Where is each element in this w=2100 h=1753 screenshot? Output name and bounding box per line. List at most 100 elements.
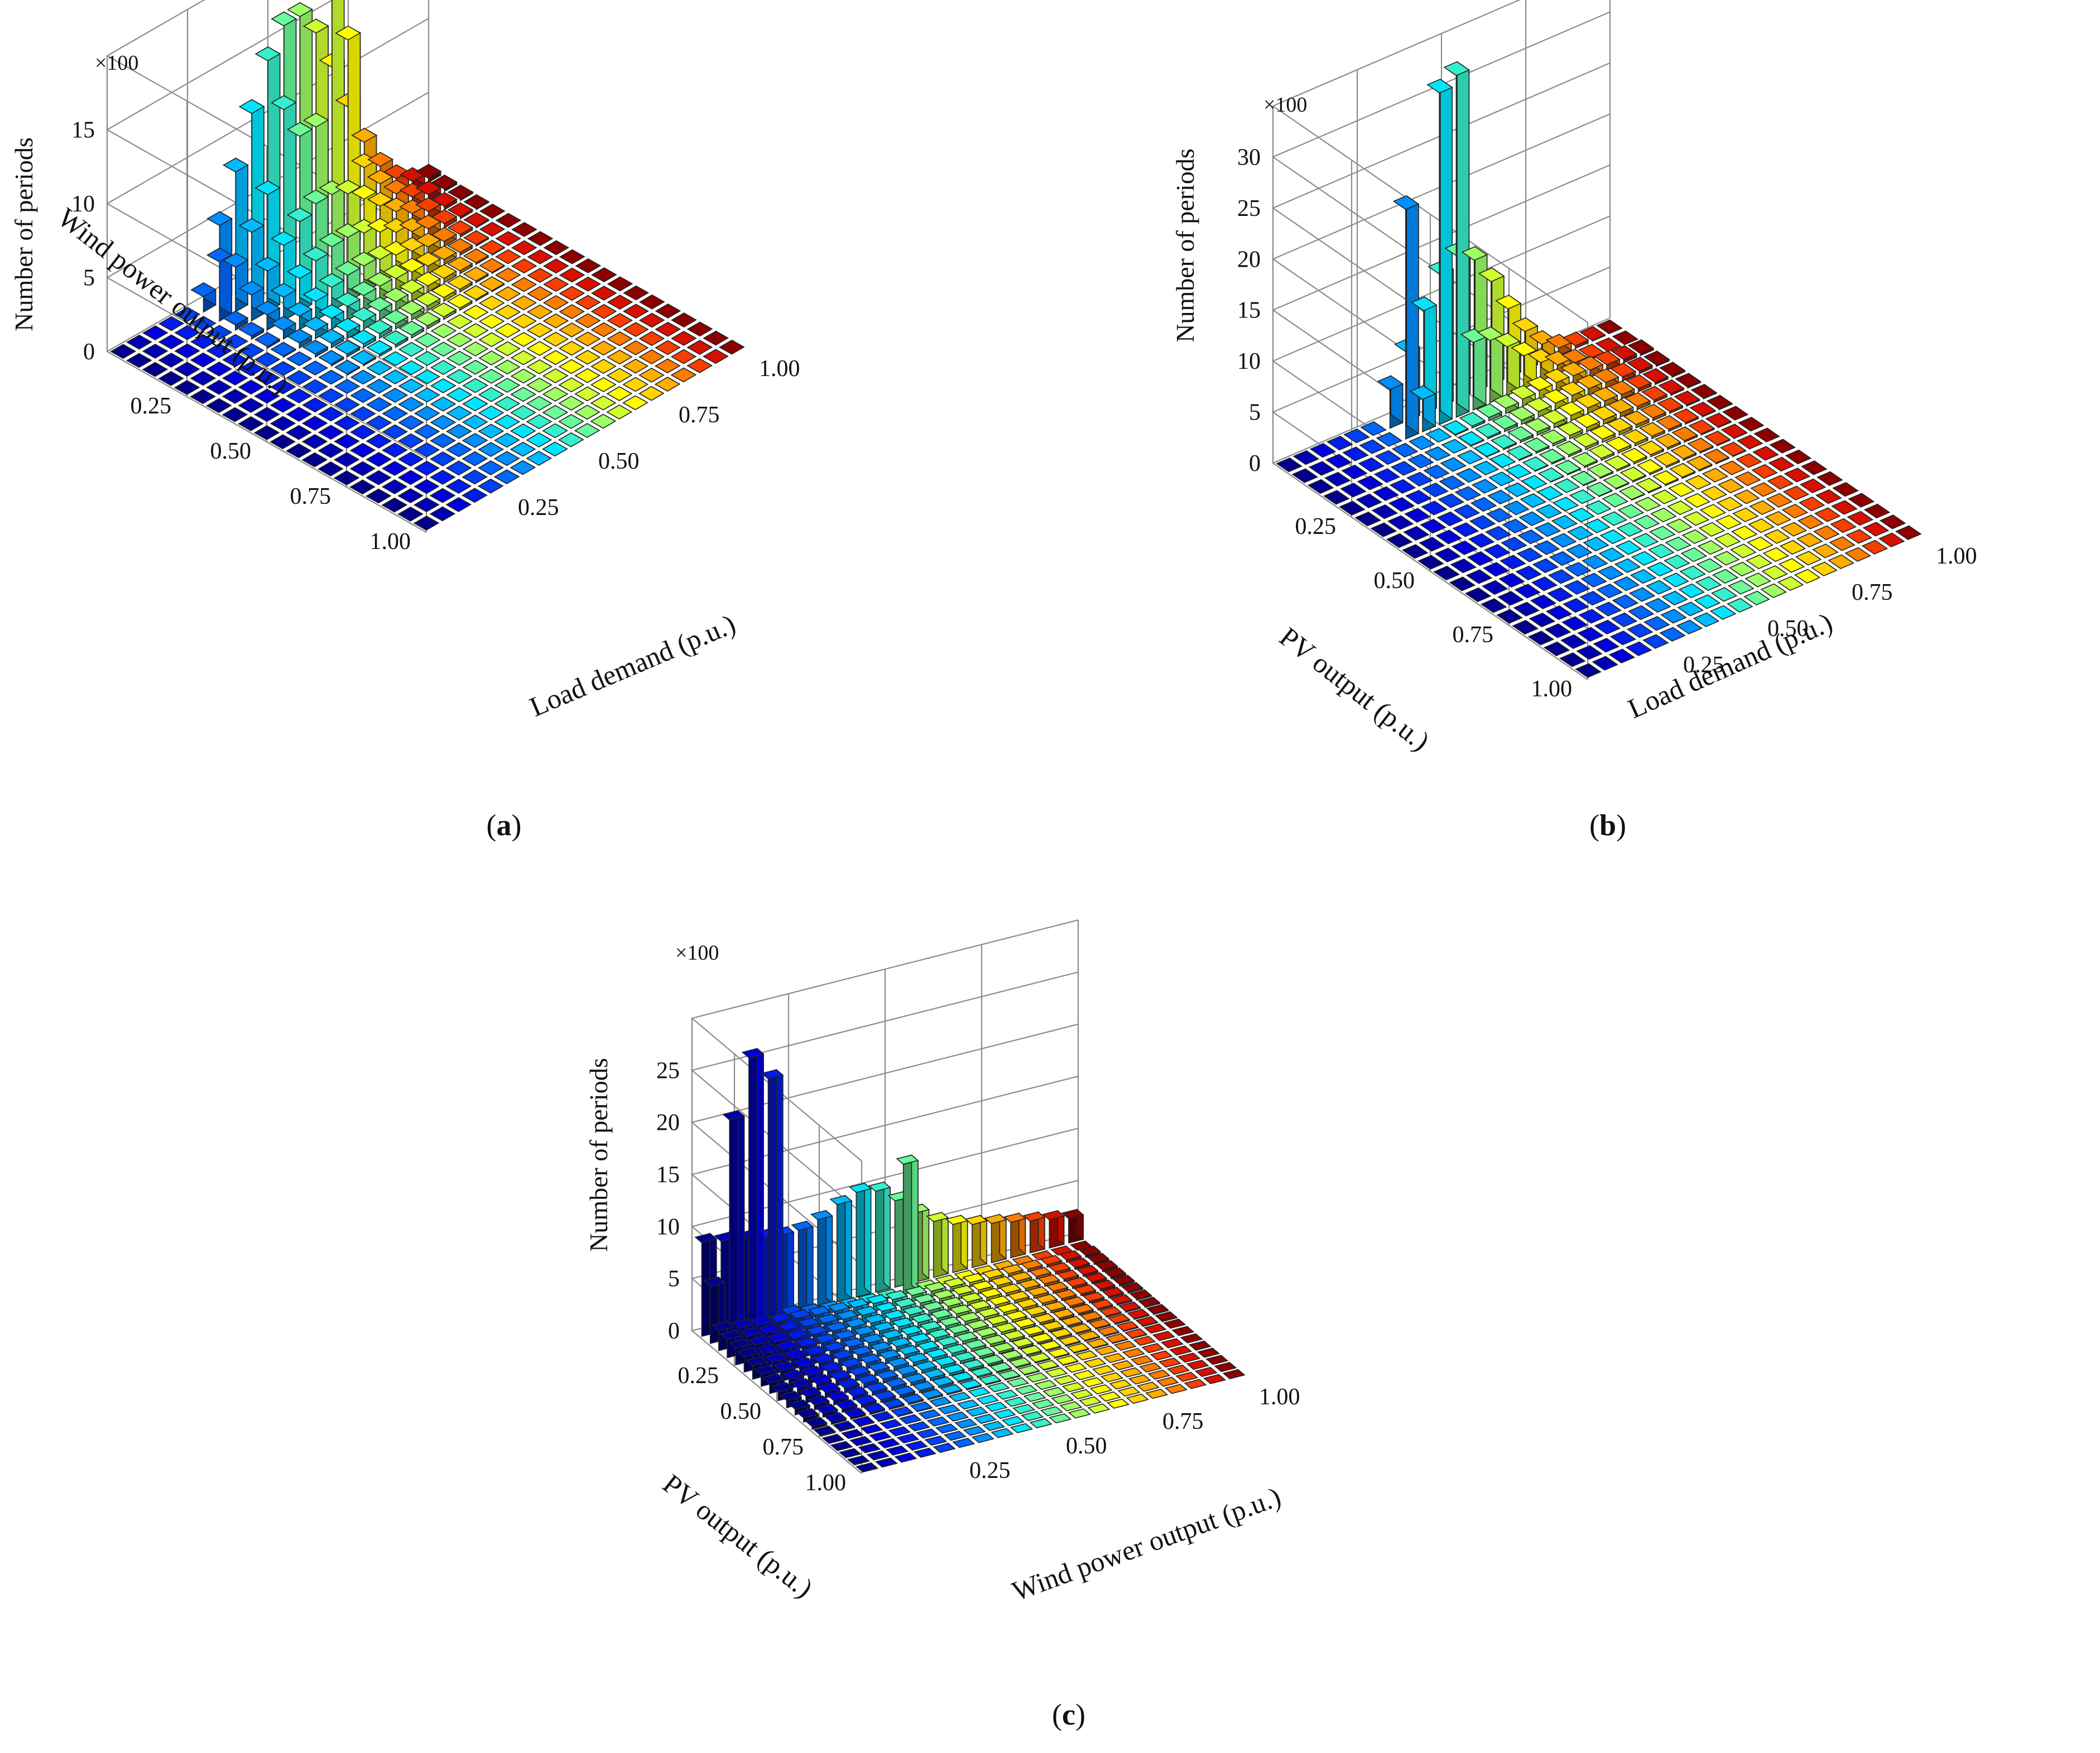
- bar-top-face: [1700, 485, 1728, 501]
- histogram-bar: [415, 271, 441, 293]
- bar-top-face: [1673, 408, 1699, 423]
- bar-top-face: [1540, 429, 1567, 445]
- histogram-bar: [1129, 1289, 1152, 1301]
- bar-top-face: [1643, 616, 1670, 631]
- bar-top-face: [158, 370, 184, 386]
- bar-top-face: [1030, 1332, 1054, 1343]
- histogram-bar: [429, 488, 456, 503]
- histogram-bar: [445, 497, 472, 512]
- bar-top-face: [1341, 464, 1368, 480]
- histogram-bar: [398, 378, 425, 394]
- histogram-bar: [894, 1452, 917, 1463]
- histogram-bar: [413, 516, 440, 531]
- histogram-bar: [959, 1379, 982, 1391]
- bar-top-face: [1449, 576, 1476, 591]
- histogram-bar: [527, 231, 554, 247]
- bar-top-face: [985, 1314, 1009, 1325]
- bar-top-face: [1569, 489, 1596, 504]
- histogram-bar: [1562, 598, 1589, 613]
- bar-top-face: [1391, 442, 1419, 458]
- bar-top-face: [855, 1306, 878, 1316]
- histogram-bar: [1580, 572, 1607, 588]
- bar-top-face: [880, 1329, 904, 1340]
- x-tick-label: 0.75: [1453, 622, 1494, 648]
- histogram-bar: [1675, 372, 1702, 389]
- histogram-bar: [1652, 470, 1679, 487]
- bar-top-face: [994, 1322, 1017, 1333]
- histogram-bar: [1640, 403, 1667, 422]
- bar-top-face: [1032, 1313, 1056, 1323]
- bar-top-face: [253, 425, 280, 441]
- histogram-bar: [526, 322, 553, 338]
- histogram-bar: [1045, 1281, 1069, 1294]
- bar-top-face: [1088, 1318, 1112, 1329]
- bar-top-face: [463, 266, 489, 282]
- bar-top-face: [1002, 1330, 1026, 1340]
- histogram-bar: [1047, 1347, 1070, 1359]
- histogram-bar: [937, 1404, 961, 1415]
- bar-top-face: [1470, 497, 1497, 512]
- bar-top-face: [622, 322, 649, 338]
- bar-top-face: [302, 339, 329, 355]
- histogram-bar: [1487, 489, 1514, 505]
- histogram-bar: [1420, 518, 1447, 534]
- bar-top-face: [765, 1352, 788, 1363]
- histogram-bar: [982, 1420, 1006, 1431]
- bar-top-face: [1551, 514, 1578, 530]
- bar-top-face: [1543, 368, 1570, 383]
- histogram-bar: [1577, 627, 1604, 642]
- bar-top-face: [1593, 368, 1620, 383]
- bar-top-face: [874, 1457, 898, 1468]
- bar-top-face: [495, 213, 522, 228]
- histogram-bar: [1544, 623, 1572, 638]
- bar-top-face: [1433, 565, 1460, 581]
- histogram-bar: [1599, 529, 1627, 545]
- histogram-bar: [1497, 591, 1524, 606]
- histogram-bar: [1474, 422, 1502, 440]
- bar-top-face: [1089, 1384, 1113, 1395]
- bar-top-face: [446, 387, 473, 403]
- histogram-bar: [158, 334, 185, 350]
- histogram-bar: [1015, 1384, 1038, 1395]
- histogram-bar: [1085, 1337, 1109, 1349]
- histogram-bar: [526, 377, 552, 393]
- bar-top-face: [558, 377, 585, 393]
- histogram-bar: [1214, 1362, 1237, 1372]
- bar-top-face: [1800, 460, 1828, 475]
- bar-top-face: [1712, 569, 1739, 584]
- histogram-bar: [1358, 457, 1385, 473]
- z-tick-label: 10: [656, 1214, 680, 1240]
- bar-top-face: [1577, 627, 1604, 642]
- bar-top-face: [638, 331, 665, 346]
- bar-top-face: [495, 249, 521, 264]
- bar-top-face: [837, 1378, 861, 1389]
- bar-top-face: [622, 377, 649, 392]
- histogram-bar: [318, 328, 345, 349]
- histogram-bar: [590, 322, 617, 338]
- bar-top-face: [1627, 339, 1655, 354]
- histogram-bar: [1356, 493, 1383, 509]
- bar-top-face: [1552, 497, 1579, 512]
- bar-top-face: [1070, 1389, 1094, 1400]
- grid-line: [690, 919, 1079, 1162]
- histogram-bar: [638, 349, 665, 365]
- bar-top-face: [366, 360, 393, 375]
- bar-top-face: [1371, 504, 1399, 519]
- bar-top-face: [1508, 406, 1535, 421]
- bar-top-face: [830, 1441, 853, 1451]
- histogram-bar: [542, 350, 569, 365]
- bar-top-face: [749, 1316, 773, 1326]
- bar-top-face: [1101, 1287, 1125, 1297]
- bar-top-face: [845, 1386, 869, 1397]
- histogram-bar: [286, 264, 313, 312]
- histogram-bar: [862, 1402, 886, 1415]
- histogram-bar: [868, 1431, 892, 1442]
- bar-top-face: [302, 112, 329, 128]
- histogram-bar: [190, 352, 217, 368]
- histogram-bar: [954, 1418, 978, 1429]
- bar-top-face: [959, 1379, 982, 1390]
- bar-top-face: [703, 330, 729, 346]
- histogram-bar: [961, 1359, 985, 1371]
- histogram-bar: [1848, 493, 1875, 508]
